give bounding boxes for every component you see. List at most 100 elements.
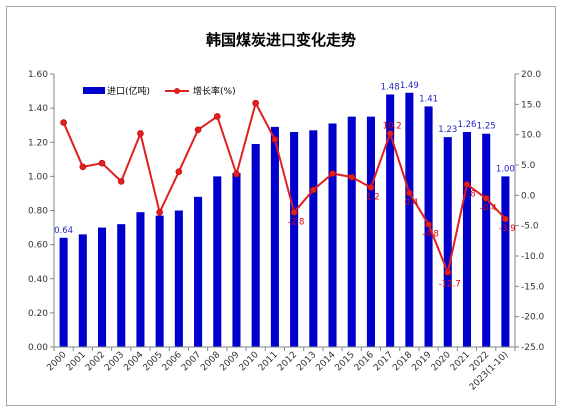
line-point [386,130,394,137]
left-tick-label: 0.20 [28,309,48,319]
line-point [233,170,240,178]
x-tick-label: 2007 [180,350,203,373]
left-tick-label: 1.20 [28,138,48,148]
left-axis: 0.00 0.20 0.40 0.60 0.80 1.00 1.20 1.40 1.60 [28,70,55,353]
line-data-label: 1.2 [366,192,380,202]
bar [78,234,87,347]
bar [328,123,337,347]
line-data-label: -3.9 [499,224,516,234]
x-tick-label: 2012 [276,350,299,373]
growth-line [62,100,507,276]
line-point [98,159,106,167]
bar-data-label: 1.48 [381,82,400,92]
bar-data-label: 1.25 [477,122,496,132]
line-point [444,269,452,276]
right-tick-label: -5.0 [521,222,539,232]
right-tick-label: -15.0 [521,282,545,292]
bar [270,126,279,347]
left-tick-label: 0.40 [28,275,48,285]
right-tick-label: 0.0 [521,191,536,201]
x-axis: 2000200120022003200420052006200720082009… [45,346,516,393]
bar [213,176,222,347]
bar-data-label: 1.26 [458,120,477,130]
left-tick-label: 0.80 [28,207,48,217]
left-tick-label: 1.40 [28,104,48,114]
x-tick-label: 2010 [238,350,261,373]
line-point [502,215,509,223]
legend: 进口(亿吨) 增长率(%) [83,85,236,97]
bar [136,212,145,347]
left-tick-label: 0.60 [28,241,48,251]
line-point [290,209,298,216]
line-data-label: -12.7 [439,279,461,289]
line-point [482,195,490,202]
line-point [425,221,432,228]
x-tick-label: 2005 [141,350,164,373]
line-point [194,126,202,134]
bar [482,133,491,347]
bar-data-label: 1.49 [400,81,419,91]
legend-line-marker [174,88,180,94]
right-tick-label: 15.0 [521,100,541,110]
right-tick-label: 5.0 [521,161,536,171]
x-tick-label: 2018 [391,350,414,373]
x-tick-label: 2016 [353,350,376,373]
left-tick-label: 0.00 [28,343,48,353]
x-tick-label: 2003 [103,350,126,373]
bar-data-label: 1.23 [438,125,457,135]
line-point [156,209,163,216]
x-tick-label: 2017 [372,350,395,373]
x-tick-label: 2001 [65,350,88,373]
line-data-label: -4.8 [422,229,439,239]
x-tick-label: 2013 [295,350,318,373]
bar [501,176,510,347]
x-tick-label: 2004 [122,350,145,373]
line-point [367,184,375,191]
line-data-label: -0.4 [480,203,497,213]
left-tick-label: 1.60 [28,70,48,80]
bar [155,215,164,347]
line-data-label: -2.8 [288,217,305,227]
bar [366,116,375,347]
bar [174,210,183,347]
line-point [406,189,413,197]
bar [290,132,299,347]
x-tick-label: 2020 [430,350,453,373]
x-tick-label: 2011 [257,350,280,373]
bar [309,130,318,347]
bar [194,196,203,347]
line-point [310,186,317,194]
x-tick-label: 2021 [449,350,472,373]
legend-bar-label: 进口(亿吨) [107,85,150,97]
x-tick-label: 2000 [45,350,68,373]
line-point [329,170,336,177]
x-tick-label: 2015 [334,350,357,373]
line-point [137,130,144,137]
right-tick-label: -20.0 [521,313,545,323]
line-point [117,178,125,185]
bar [232,172,241,347]
left-tick-label: 1.00 [28,172,48,182]
chart-title: 韩国煤炭进口变化走势 [206,31,356,49]
bar [405,92,414,347]
line-point [79,163,87,171]
line-point [60,119,67,126]
legend-bar-swatch [83,87,105,94]
right-tick-label: -10.0 [521,252,545,262]
line-point [463,181,471,188]
x-tick-label: 2006 [161,350,184,373]
line-series: -2.8 1.2 10.2 0.4 -4.8 -12.7 1.8 -0.4 -3.9 [60,99,516,289]
x-tick-label: 2019 [410,350,433,373]
line-point [252,99,259,107]
x-tick-label: 2014 [314,350,337,373]
right-tick-label: 10.0 [521,131,541,141]
x-tick-label: 2009 [218,350,241,373]
legend-line-label: 增长率(%) [193,85,236,97]
line-data-label: 0.4 [405,198,419,208]
x-tick-label: 2002 [84,350,107,373]
x-tick-label: 2008 [199,350,222,373]
bar [251,143,260,347]
right-tick-label: -25.0 [521,343,545,353]
bar-data-label: 1.41 [419,94,438,104]
right-tick-label: 20.0 [521,70,541,80]
